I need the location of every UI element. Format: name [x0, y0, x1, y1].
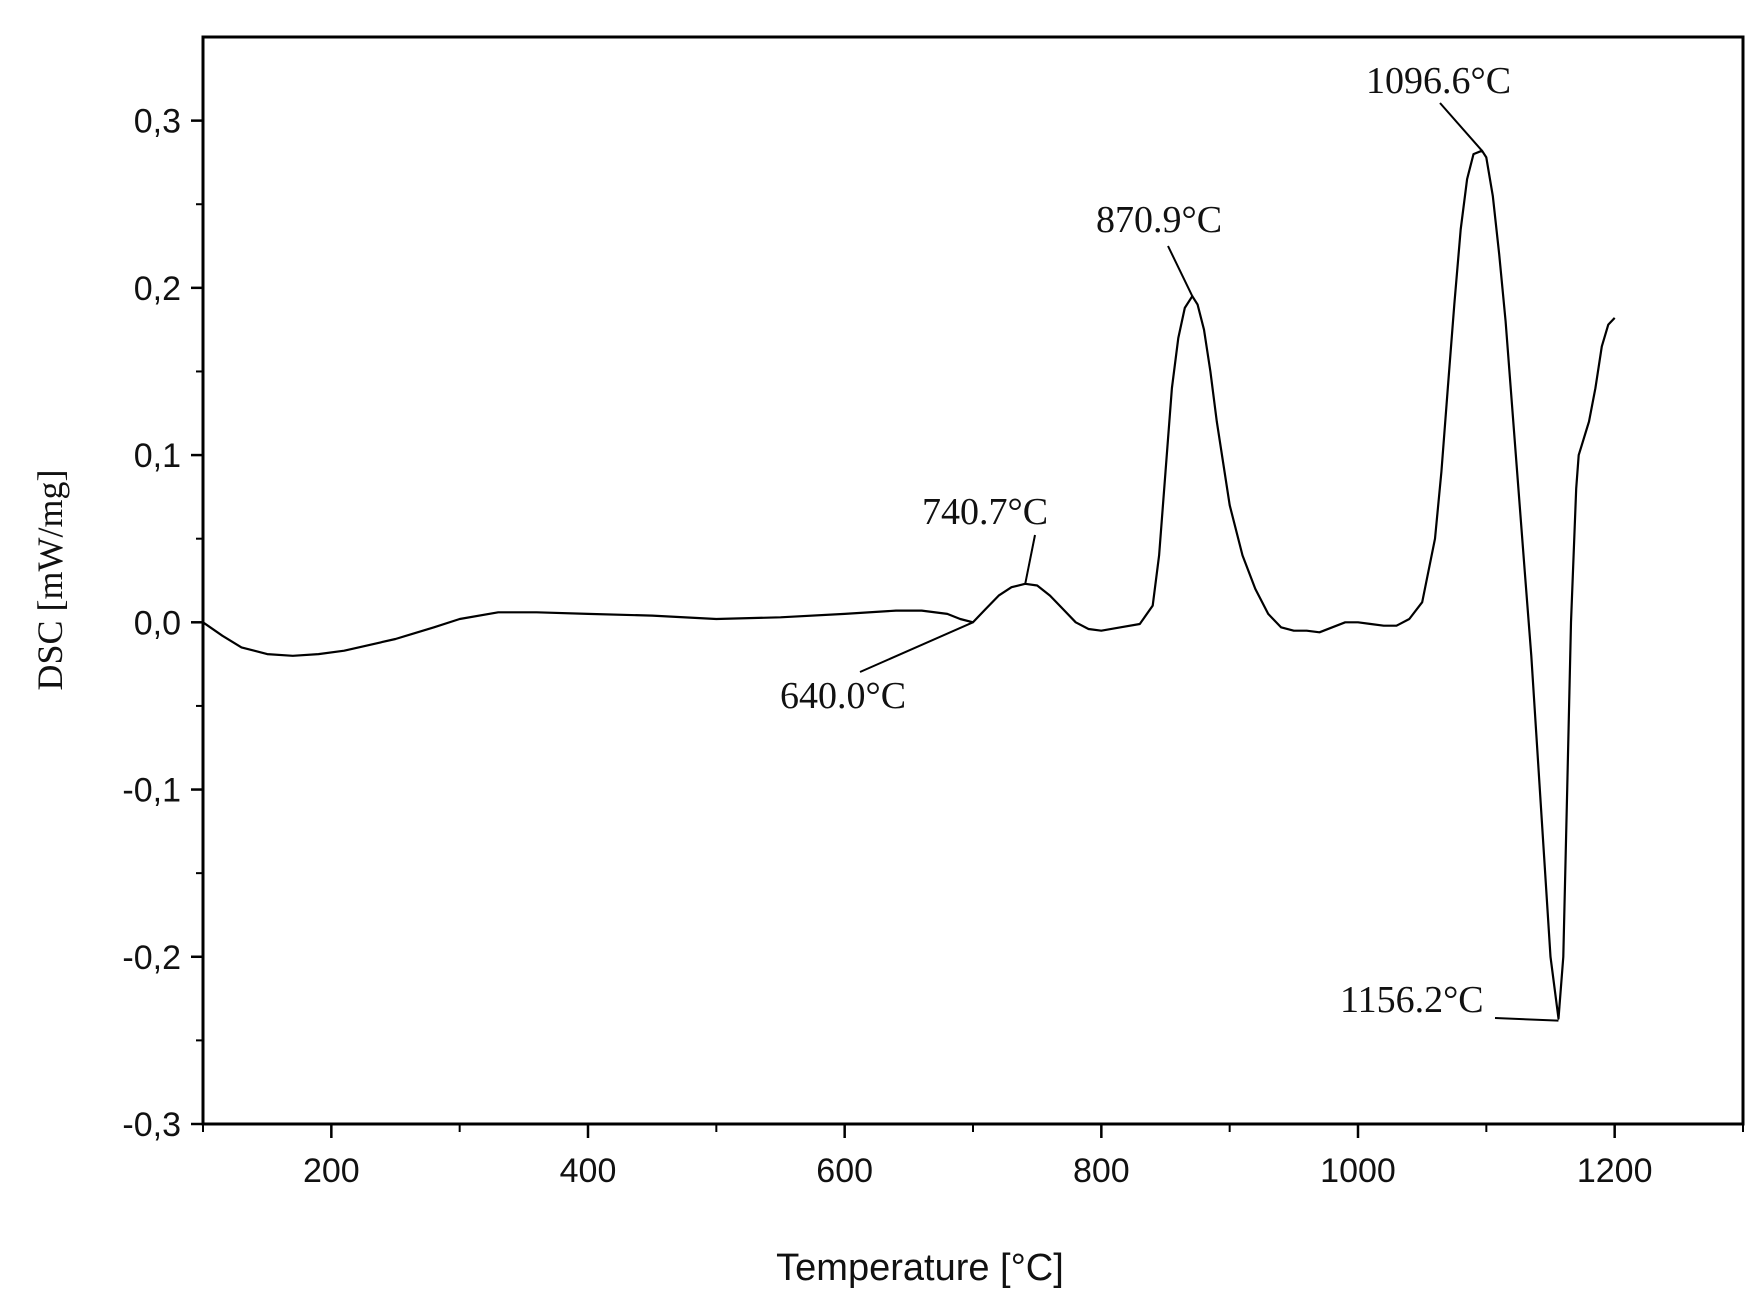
x-axis: 200 400 600 800 1000 1200 [202, 1124, 1744, 1190]
peak-annotations: 640.0°C 740.7°C 870.9°C 1096.6°C 1156.2°C [780, 60, 1559, 1022]
annotation-leader-line [1167, 245, 1194, 297]
x-tick-label: 1000 [1320, 1152, 1396, 1190]
peak-annotation-label: 640.0°C [780, 675, 906, 717]
y-tick-label: 0,0 [134, 604, 181, 642]
x-axis-title: Temperature [°C] [776, 1247, 1064, 1289]
x-tick-label: 600 [816, 1152, 873, 1190]
annotation-leader-line [859, 621, 974, 673]
y-axis-title: DSC [mW/mg] [30, 470, 70, 691]
x-tick-label: 1200 [1577, 1152, 1653, 1190]
y-tick-label: -0,2 [122, 939, 181, 977]
x-tick-label: 400 [560, 1152, 617, 1190]
plot-frame [201, 35, 1745, 1126]
y-tick-label: 0,3 [134, 103, 181, 141]
dsc-curve [202, 149, 1616, 1020]
y-tick-label: -0,3 [122, 1106, 181, 1144]
peak-annotation-label: 740.7°C [922, 491, 1048, 533]
y-tick-label: 0,1 [134, 437, 181, 475]
peak-annotation-label: 870.9°C [1096, 199, 1222, 241]
y-tick-label: 0,2 [134, 270, 181, 308]
annotation-leader-line [1494, 1017, 1559, 1022]
x-tick-label: 200 [303, 1152, 360, 1190]
peak-annotation-label: 1096.6°C [1366, 60, 1511, 102]
y-axis: -0,3 -0,2 -0,1 0,0 0,1 0,2 0,3 [122, 103, 203, 1144]
annotation-leader-line [1439, 102, 1483, 152]
y-tick-label: -0,1 [122, 772, 181, 810]
annotation-leader-line [1024, 534, 1036, 585]
peak-annotation-label: 1156.2°C [1340, 979, 1484, 1021]
x-tick-label: 800 [1073, 1152, 1130, 1190]
